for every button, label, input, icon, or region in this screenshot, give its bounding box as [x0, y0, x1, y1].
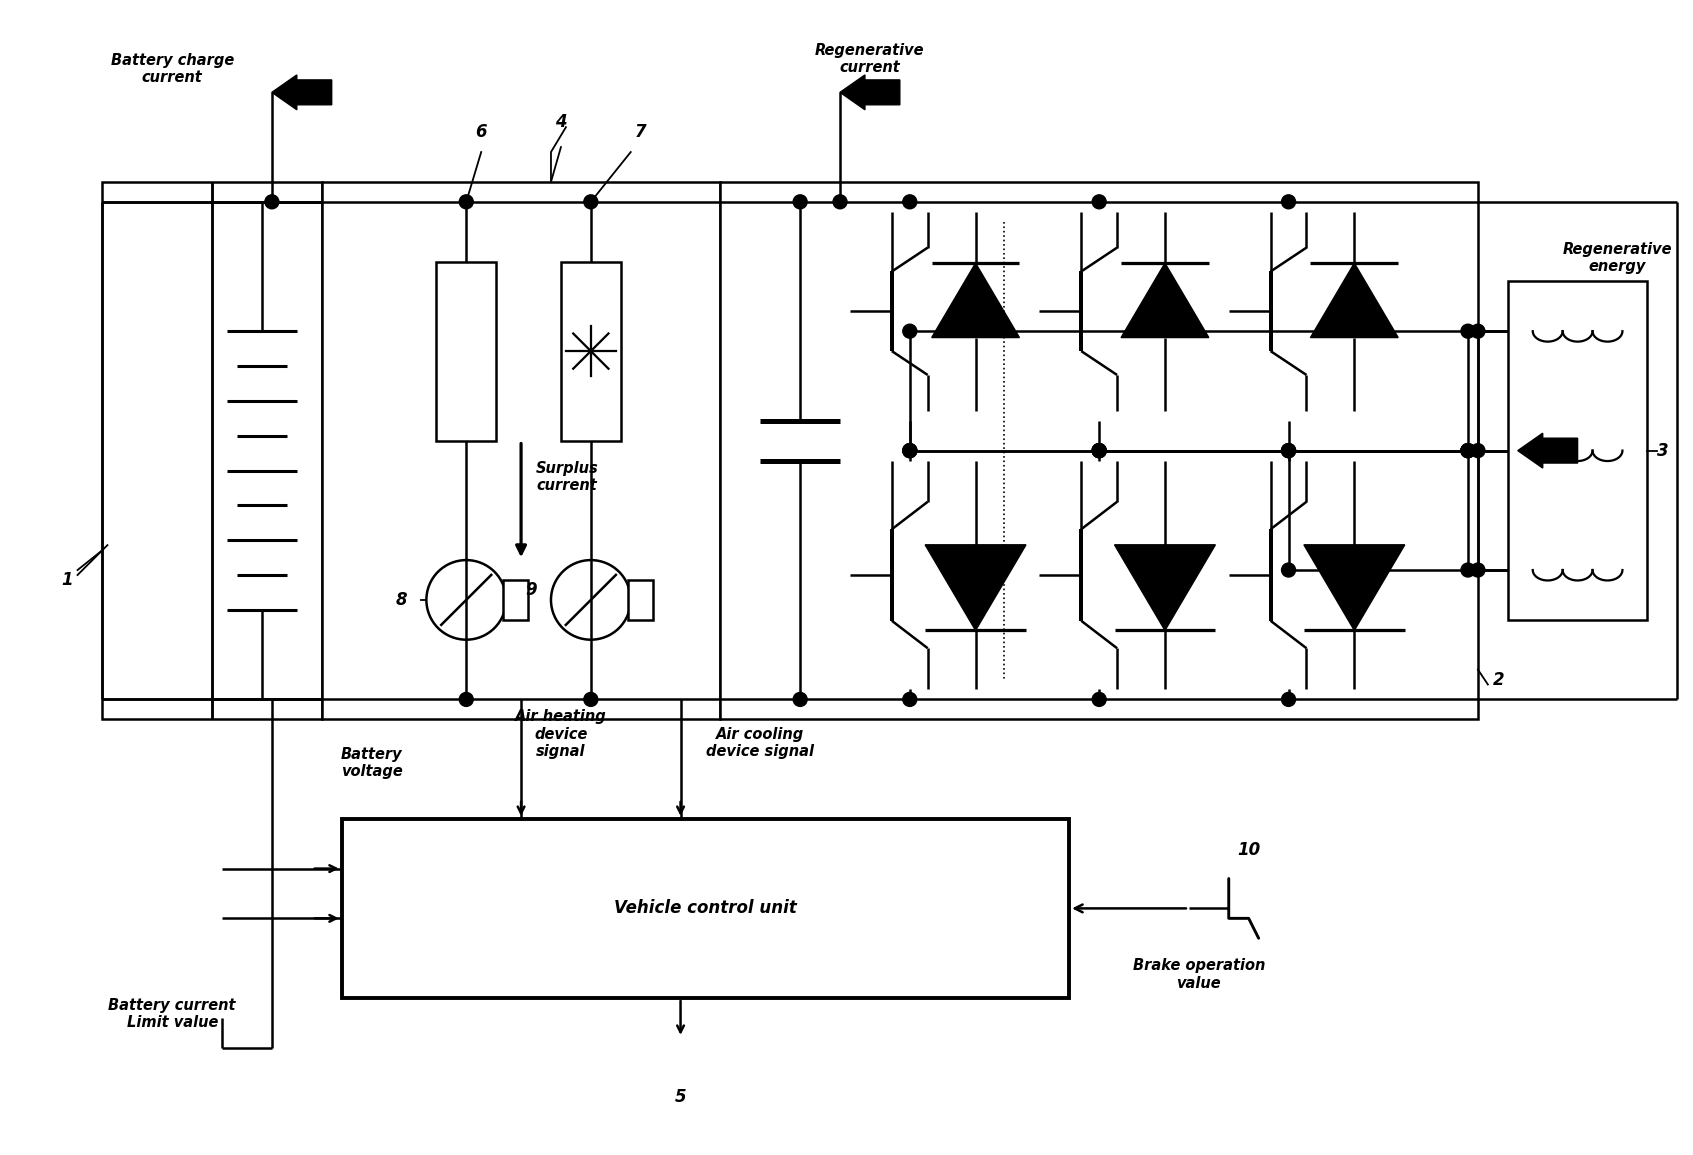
Circle shape: [264, 195, 279, 209]
Circle shape: [1092, 444, 1106, 457]
Bar: [437, 261, 496, 441]
Text: Air heating
device
signal: Air heating device signal: [515, 709, 606, 759]
Circle shape: [902, 444, 918, 457]
Text: Vehicle control unit: Vehicle control unit: [615, 900, 797, 917]
Circle shape: [1092, 444, 1106, 457]
Bar: [628, 580, 652, 620]
Bar: [342, 819, 1070, 998]
Circle shape: [1282, 195, 1295, 209]
Bar: [721, 181, 1478, 720]
Text: 5: 5: [676, 1088, 686, 1106]
Circle shape: [1282, 693, 1295, 707]
Bar: [322, 181, 721, 720]
Polygon shape: [1121, 263, 1209, 337]
Circle shape: [1461, 444, 1475, 457]
Circle shape: [794, 195, 808, 209]
Circle shape: [902, 444, 918, 457]
Polygon shape: [924, 545, 1026, 631]
Circle shape: [902, 693, 918, 707]
Polygon shape: [1304, 545, 1405, 631]
Circle shape: [794, 693, 808, 707]
Text: Brake operation
value: Brake operation value: [1133, 959, 1265, 991]
Text: Battery
voltage: Battery voltage: [340, 746, 403, 778]
Text: 3: 3: [1657, 441, 1669, 460]
Text: 6: 6: [476, 124, 488, 141]
Text: Regenerative
current: Regenerative current: [814, 43, 924, 75]
Circle shape: [902, 325, 918, 338]
Polygon shape: [1114, 545, 1216, 631]
Circle shape: [1282, 444, 1295, 457]
Circle shape: [902, 444, 918, 457]
Circle shape: [1282, 564, 1295, 578]
Circle shape: [1471, 325, 1485, 338]
Circle shape: [1471, 444, 1485, 457]
Circle shape: [1461, 325, 1475, 338]
Text: 2: 2: [1493, 671, 1505, 688]
Circle shape: [902, 195, 918, 209]
Polygon shape: [931, 263, 1019, 337]
Circle shape: [1461, 564, 1475, 578]
Circle shape: [1471, 564, 1485, 578]
Circle shape: [1282, 444, 1295, 457]
Bar: [560, 261, 621, 441]
Circle shape: [1461, 444, 1475, 457]
Circle shape: [1092, 195, 1106, 209]
Circle shape: [1282, 444, 1295, 457]
Text: Battery current
Limit value: Battery current Limit value: [108, 998, 235, 1030]
FancyArrow shape: [840, 75, 899, 110]
Circle shape: [459, 195, 474, 209]
FancyArrow shape: [273, 75, 332, 110]
Text: Surplus
current: Surplus current: [537, 461, 599, 493]
Text: 10: 10: [1238, 841, 1260, 858]
Circle shape: [1461, 444, 1475, 457]
Circle shape: [833, 195, 846, 209]
Bar: [103, 181, 322, 720]
Circle shape: [1092, 693, 1106, 707]
Text: 8: 8: [396, 591, 408, 609]
Circle shape: [459, 693, 474, 707]
Bar: [1508, 282, 1647, 620]
Text: Battery charge
current: Battery charge current: [110, 52, 234, 85]
Text: Air cooling
device signal: Air cooling device signal: [706, 726, 814, 759]
Bar: [503, 580, 528, 620]
Text: 7: 7: [635, 124, 647, 141]
Circle shape: [1092, 444, 1106, 457]
Circle shape: [1092, 444, 1106, 457]
Text: 9: 9: [525, 581, 537, 599]
Polygon shape: [1310, 263, 1398, 337]
FancyArrow shape: [1519, 433, 1578, 468]
Text: 1: 1: [61, 571, 73, 589]
Text: 4: 4: [555, 113, 567, 132]
Circle shape: [584, 195, 598, 209]
Circle shape: [584, 693, 598, 707]
Text: Regenerative
energy: Regenerative energy: [1563, 241, 1673, 274]
Circle shape: [1461, 444, 1475, 457]
